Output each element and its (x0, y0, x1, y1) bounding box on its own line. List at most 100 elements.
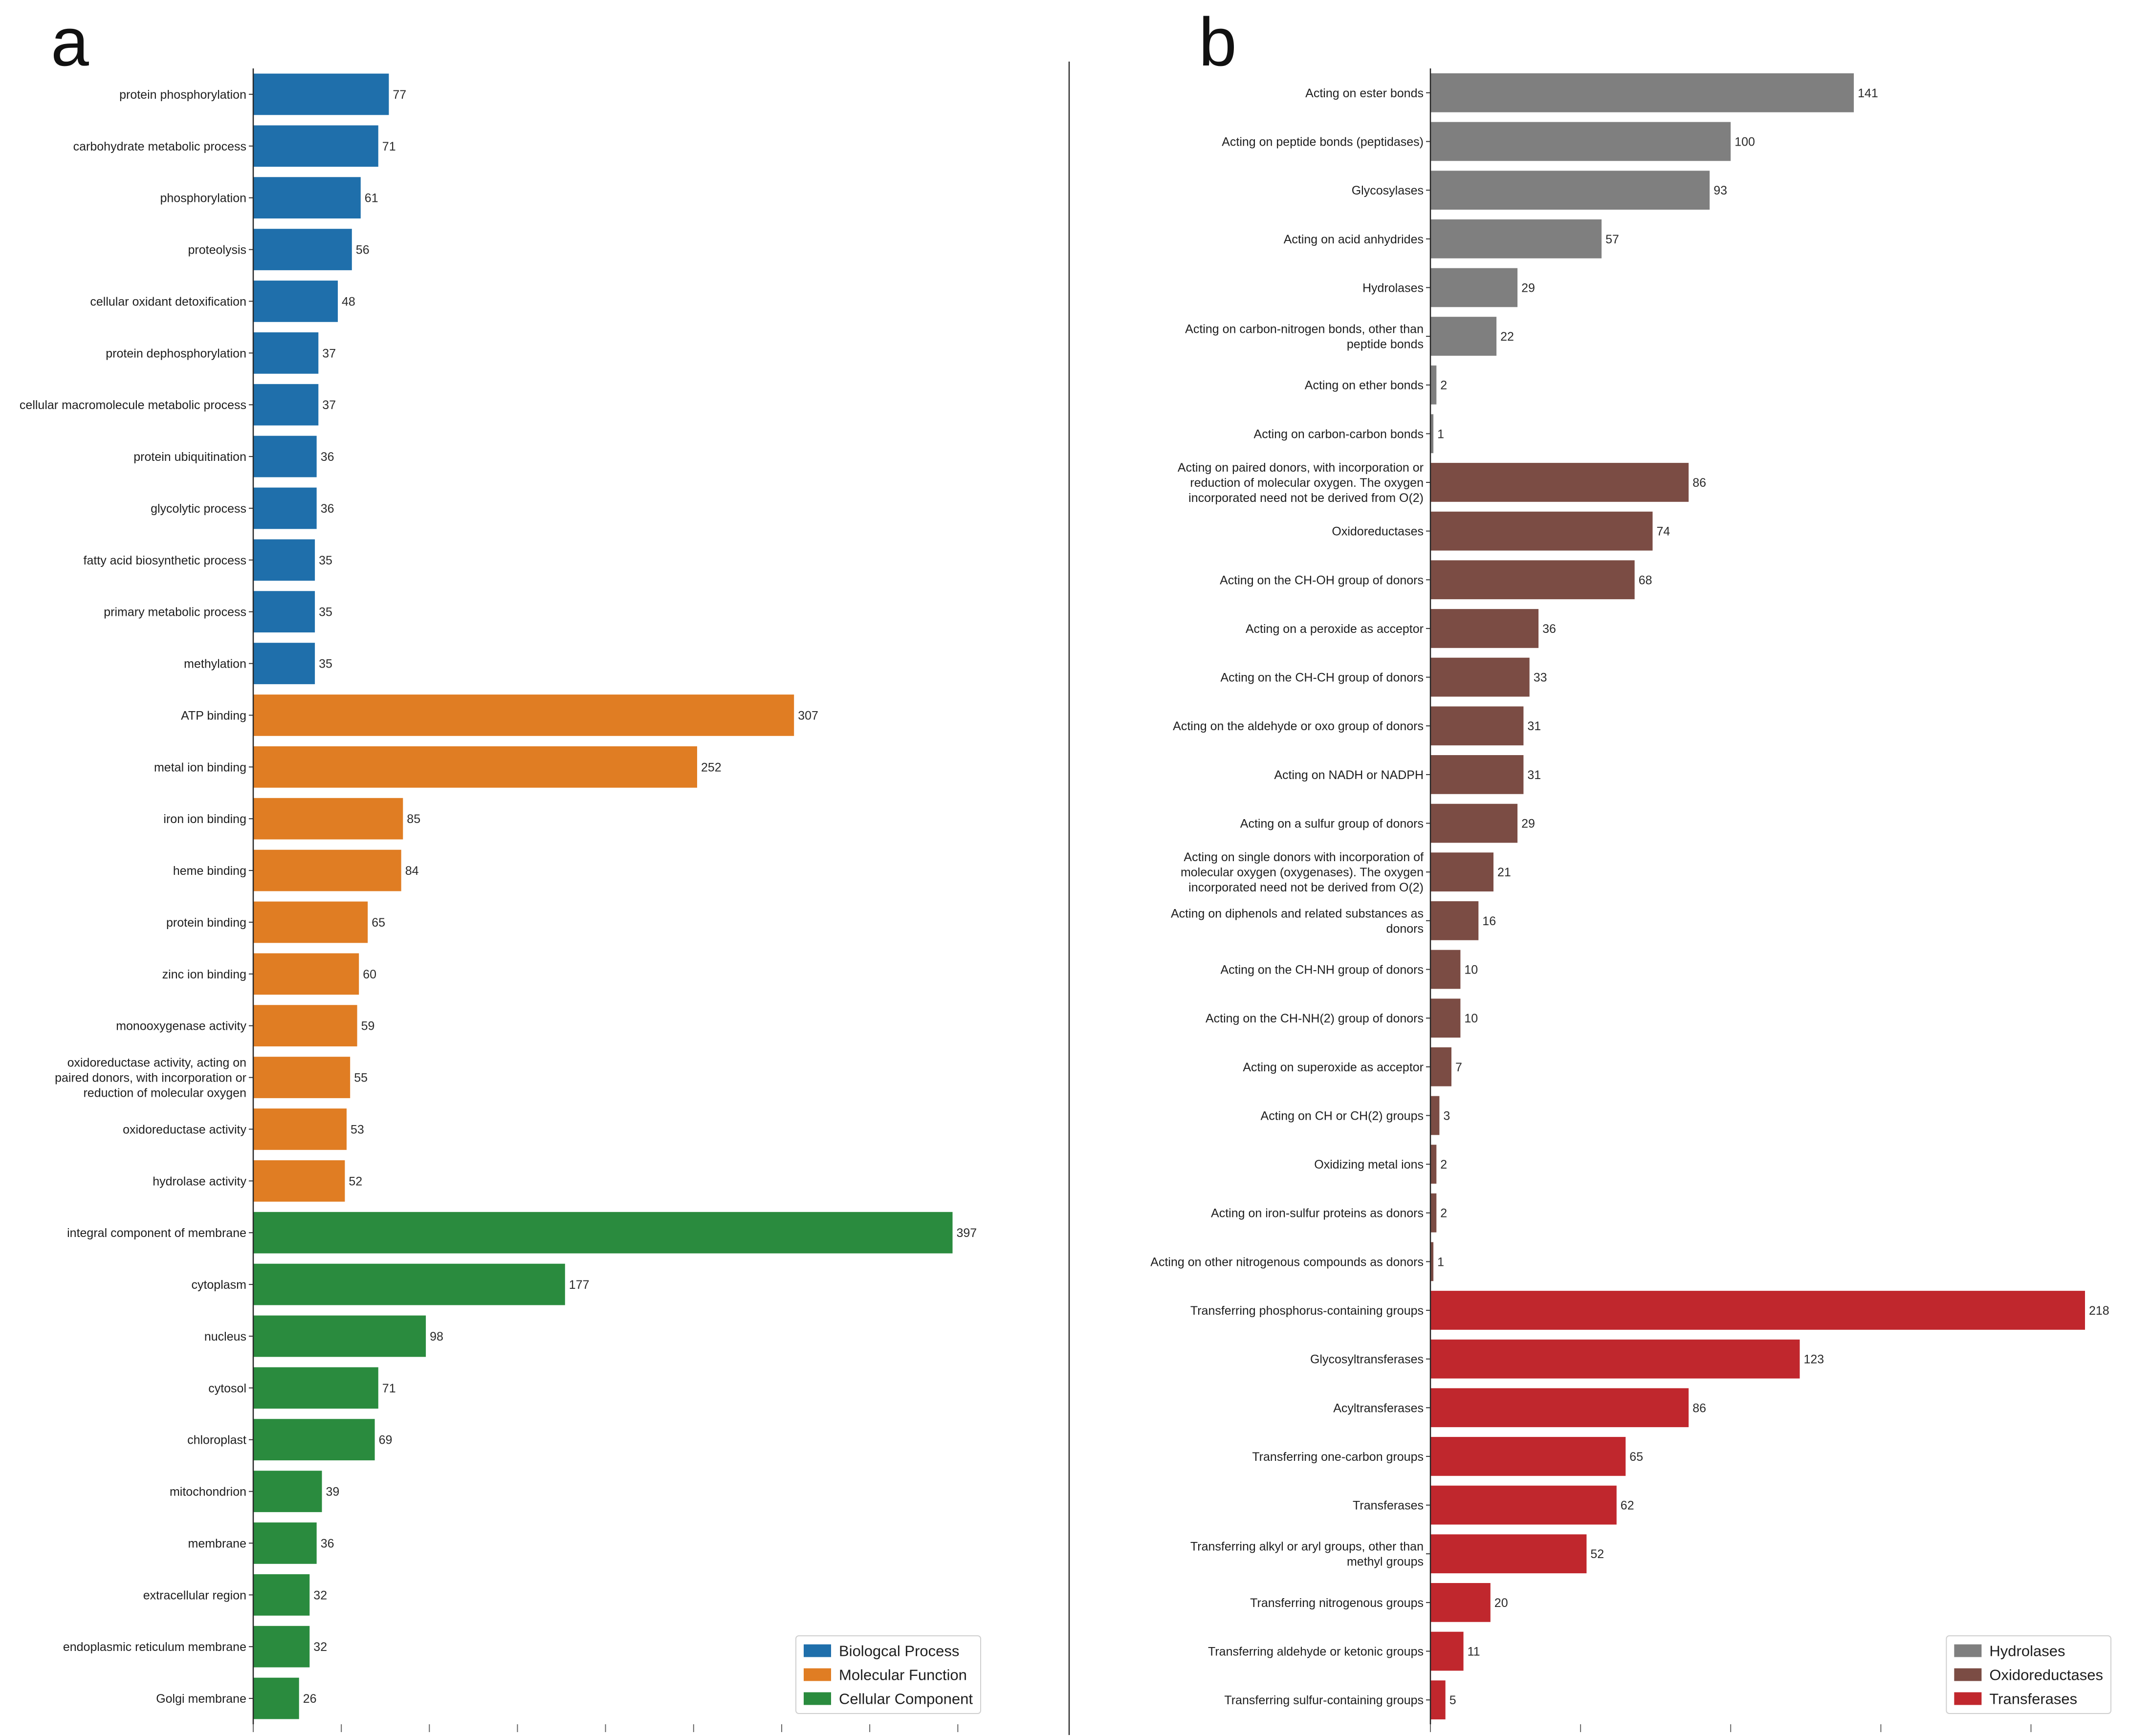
category-label-heme-binding: heme binding (173, 864, 246, 878)
value-label-cellular-oxidant-detoxification: 48 (342, 295, 355, 308)
bar-glycosyltransferases (1430, 1339, 1800, 1379)
bar-transferring-aldehyde-or-ketonic-groups (1430, 1631, 1464, 1671)
value-label-phosphorylation: 61 (365, 192, 378, 205)
category-label-acting-on-carbon-carbon-bonds: Acting on carbon-carbon bonds (1254, 427, 1424, 441)
bar-glycosylases (1430, 171, 1710, 210)
bar-cellular-macromolecule-metabolic-process (253, 384, 319, 426)
value-label-chloroplast: 69 (379, 1433, 393, 1447)
panel-b-enzyme-classes-chart: b Acting on ester bonds Acting on peptide… (1150, 3, 2111, 1732)
category-label-glycosylases: Glycosylases (1352, 184, 1424, 197)
value-label-acting-on-ether-bonds: 2 (1440, 379, 1447, 392)
legend-swatch-hydrolases (1954, 1644, 1982, 1657)
bar-endoplasmic-reticulum-membrane (253, 1626, 310, 1668)
category-label-acting-on-acid-anhydrides: Acting on acid anhydrides (1284, 233, 1424, 246)
bar-acting-on-the-ch-oh-group-of-donors (1430, 560, 1635, 600)
category-label-oxidoreductase-activity-acting-on-paired-donors-with-incorporation-or-: oxidoreductase activity, acting on paired… (55, 1056, 246, 1100)
value-label-nucleus: 98 (430, 1330, 443, 1344)
bar-oxidoreductases (1430, 511, 1653, 551)
bar-acting-on-ch-or-ch-2-groups (1430, 1096, 1440, 1135)
value-label-glycosylases: 93 (1713, 184, 1727, 197)
bar-hydrolases (1430, 268, 1518, 307)
category-label-extracellular-region: extracellular region (143, 1588, 246, 1602)
category-label-line: reduction of molecular oxygen. The oxyge… (1190, 476, 1424, 490)
value-label-cytoplasm: 177 (569, 1278, 590, 1292)
bar-acting-on-nadh-or-nadph (1430, 755, 1524, 794)
value-label-integral-component-of-membrane: 397 (957, 1226, 977, 1240)
bar-protein-ubiquitination (253, 435, 317, 477)
category-label-oxidoreductases: Oxidoreductases (1332, 525, 1424, 539)
legend: Hydrolases Oxidoreductases Transferases (1946, 1635, 2111, 1714)
value-label-acting-on-superoxide-as-acceptor: 7 (1455, 1061, 1462, 1074)
value-label-methylation: 35 (319, 657, 332, 671)
legend-swatch-transferases (1954, 1692, 1982, 1705)
category-label-transferring-alkyl-or-aryl-groups-other-than-methyl-groups: Transferring alkyl or aryl groups, other… (1190, 1540, 1424, 1569)
category-label-endoplasmic-reticulum-membrane: endoplasmic reticulum membrane (63, 1640, 246, 1654)
category-label-acting-on-ester-bonds: Acting on ester bonds (1305, 87, 1424, 100)
bar-acting-on-peptide-bonds-peptidases (1430, 122, 1731, 161)
category-label-oxidizing-metal-ions: Oxidizing metal ions (1314, 1158, 1424, 1172)
category-label-line: donors (1386, 922, 1424, 935)
category-label-acting-on-other-nitrogenous-compounds-as-donors: Acting on other nitrogenous compounds as… (1150, 1255, 1424, 1269)
value-label-oxidoreductase-activity: 53 (351, 1123, 364, 1136)
category-label-acting-on-peptide-bonds-peptidases: Acting on peptide bonds (peptidases) (1222, 135, 1424, 149)
category-label-fatty-acid-biosynthetic-process: fatty acid biosynthetic process (84, 554, 247, 567)
bar-oxidoreductase-activity (253, 1108, 347, 1150)
value-label-extracellular-region: 32 (313, 1588, 327, 1602)
bar-cytosol (253, 1367, 378, 1409)
category-label-line: Acting on single donors with incorporati… (1184, 850, 1424, 864)
bar-acting-on-the-ch-ch-group-of-donors (1430, 657, 1530, 697)
value-label-cellular-macromolecule-metabolic-process: 37 (322, 398, 336, 412)
bar-transferring-nitrogenous-groups (1430, 1583, 1491, 1622)
bar-acting-on-the-ch-nh-group-of-donors (1430, 950, 1461, 989)
value-label-transferring-sulfur-containing-groups: 5 (1449, 1693, 1456, 1707)
bar-golgi-membrane (253, 1677, 299, 1719)
category-label-acting-on-nadh-or-nadph: Acting on NADH or NADPH (1274, 768, 1424, 782)
category-label-golgi-membrane: Golgi membrane (156, 1692, 246, 1706)
y-ticks (1426, 92, 1430, 1701)
bar-heme-binding (253, 849, 401, 891)
category-label-zinc-ion-binding: zinc ion binding (162, 968, 246, 981)
bar-nucleus (253, 1315, 426, 1357)
category-label-transferring-phosphorus-containing-groups: Transferring phosphorus-containing group… (1190, 1304, 1424, 1318)
legend-label-hydrolases: Hydrolases (1989, 1643, 2065, 1660)
category-label-line: molecular oxygen (oxygenases). The oxyge… (1181, 866, 1424, 879)
value-label-hydrolase-activity: 52 (349, 1174, 362, 1188)
category-label-line: methyl groups (1347, 1555, 1424, 1569)
bar-acting-on-the-ch-nh-2-group-of-donors (1430, 998, 1461, 1038)
value-label-heme-binding: 84 (405, 864, 419, 878)
value-label-endoplasmic-reticulum-membrane: 32 (313, 1640, 327, 1654)
category-label-methylation: methylation (184, 657, 246, 671)
category-label-line: incorporated need not be derived from O(… (1188, 491, 1424, 505)
value-label-acting-on-other-nitrogenous-compounds-as-donors: 1 (1437, 1255, 1444, 1269)
value-label-transferring-phosphorus-containing-groups: 218 (2089, 1304, 2109, 1318)
legend-frame (795, 1635, 981, 1714)
category-label-phosphorylation: phosphorylation (160, 192, 246, 205)
bar-acting-on-diphenols-and-related-substances-as-donors (1430, 901, 1479, 940)
value-label-acting-on-a-peroxide-as-acceptor: 36 (1542, 622, 1556, 636)
category-label-monooxygenase-activity: monooxygenase activity (116, 1020, 246, 1033)
value-label-acting-on-paired-donors-with-incorporation-or-reduction-of-molecular-o: 86 (1692, 476, 1706, 490)
bar-phosphorylation (253, 177, 361, 218)
x-ticks (1430, 1724, 2032, 1732)
category-label-integral-component-of-membrane: integral component of membrane (67, 1226, 246, 1240)
value-label-protein-dephosphorylation: 37 (322, 347, 336, 360)
bar-mitochondrion (253, 1471, 322, 1512)
category-label-line: Acting on carbon-nitrogen bonds, other t… (1185, 323, 1424, 336)
category-label-proteolysis: proteolysis (188, 243, 247, 257)
bar-acting-on-single-donors-with-incorporation-of-molecular-oxygen-oxygena (1430, 852, 1493, 891)
bar-glycolytic-process (253, 487, 317, 529)
value-label-transferases: 62 (1621, 1499, 1634, 1513)
value-label-acting-on-the-aldehyde-or-oxo-group-of-donors: 31 (1527, 719, 1541, 733)
value-label-acting-on-the-ch-nh-2-group-of-donors: 10 (1464, 1012, 1478, 1025)
value-label-transferring-nitrogenous-groups: 20 (1494, 1596, 1508, 1610)
value-labels: 1411009357292221867468363331312921161010… (1437, 87, 2109, 1707)
bar-atp-binding (253, 694, 794, 736)
category-label-carbohydrate-metabolic-process: carbohydrate metabolic process (73, 140, 246, 153)
category-label-acting-on-a-sulfur-group-of-donors: Acting on a sulfur group of donors (1240, 817, 1424, 831)
value-label-transferring-one-carbon-groups: 65 (1629, 1450, 1643, 1464)
y-ticks (249, 93, 253, 1699)
value-label-monooxygenase-activity: 59 (361, 1020, 375, 1033)
legend-swatch-cellular-component (804, 1692, 831, 1705)
legend-swatch-oxidoreductases (1954, 1668, 1982, 1681)
